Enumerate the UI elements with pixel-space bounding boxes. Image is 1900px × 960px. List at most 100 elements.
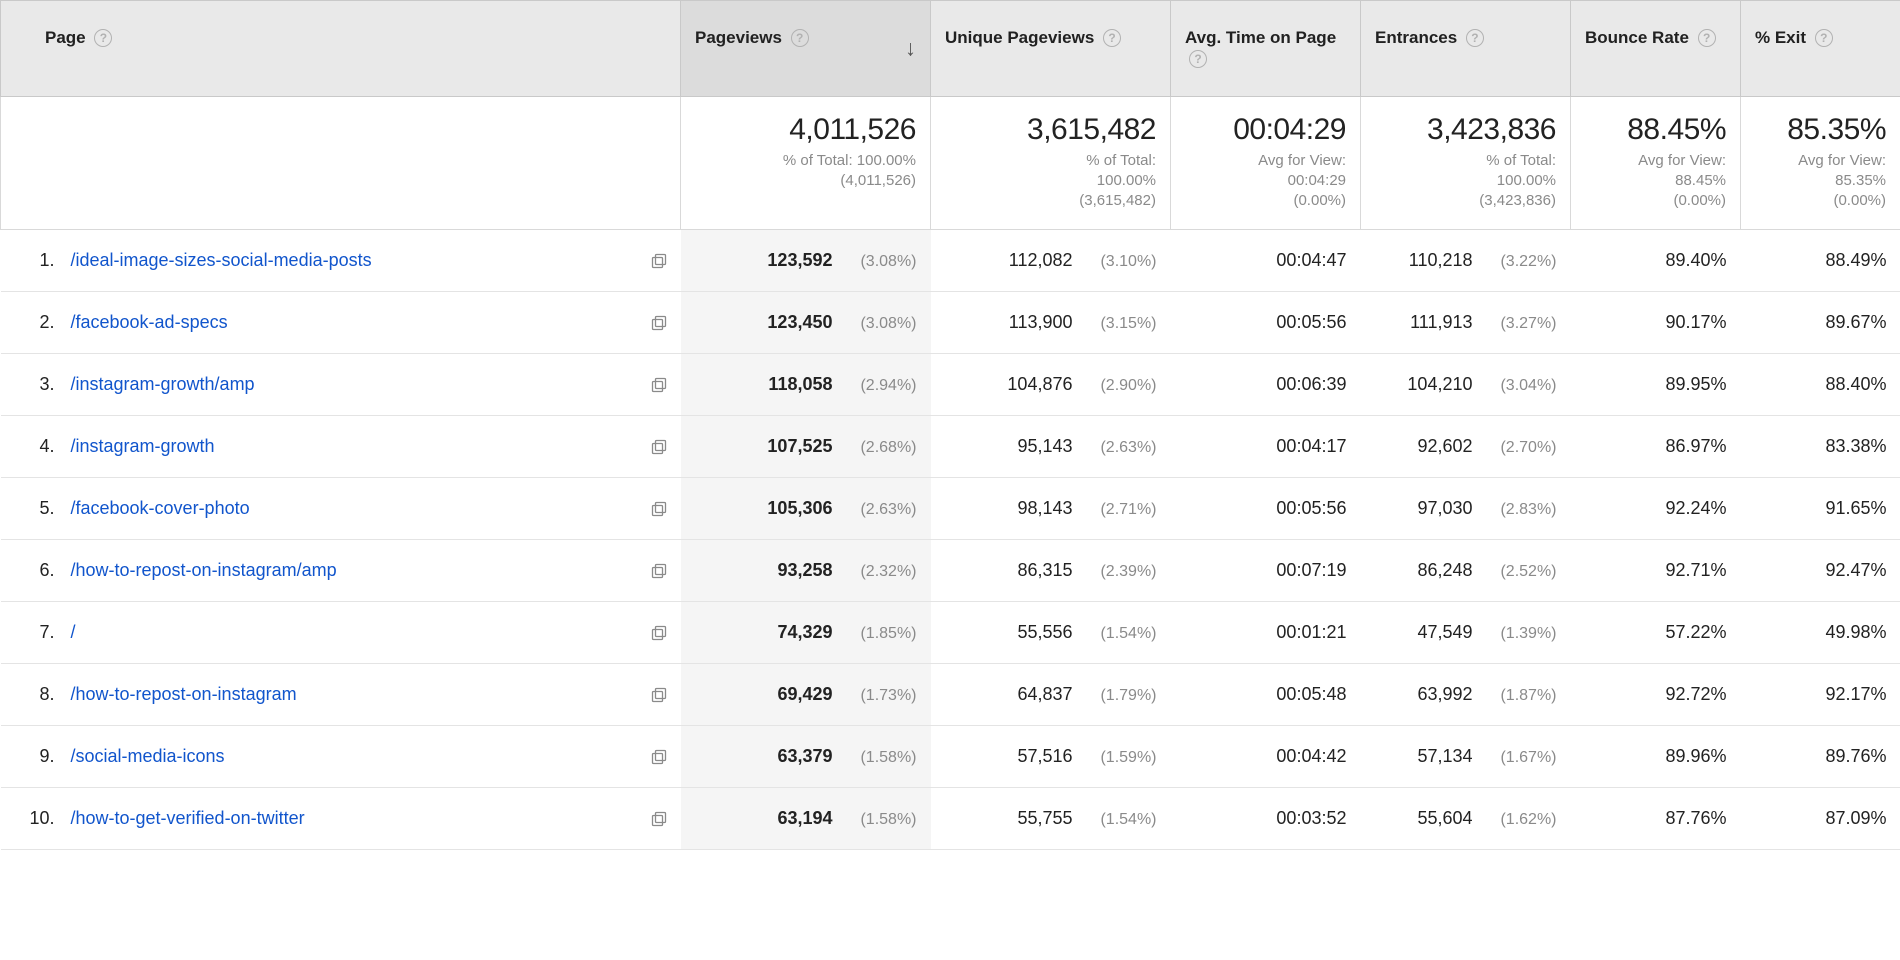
pageviews-cell: 74,329(1.85%): [681, 602, 931, 664]
avg-time-value: 00:01:21: [1276, 622, 1346, 642]
unique-pageviews-pct: (2.90%): [1083, 377, 1157, 395]
pct-exit-value: 89.76%: [1825, 746, 1886, 766]
page-path-link[interactable]: /instagram-growth/amp: [71, 374, 255, 395]
bounce-rate-cell: 92.24%: [1571, 478, 1741, 540]
entrances-pct: (3.27%): [1483, 315, 1557, 333]
avg-time-value: 00:06:39: [1276, 374, 1346, 394]
unique-pageviews-cell: 55,755(1.54%): [931, 788, 1171, 850]
page-path-link[interactable]: /social-media-icons: [71, 746, 225, 767]
entrances-cell: 110,218(3.22%): [1361, 230, 1571, 292]
bounce-rate-value: 87.76%: [1665, 808, 1726, 828]
help-icon[interactable]: ?: [791, 29, 809, 47]
table-row: 1./ideal-image-sizes-social-media-posts1…: [1, 230, 1900, 292]
open-in-new-icon[interactable]: [651, 749, 667, 765]
help-icon[interactable]: ?: [1815, 29, 1833, 47]
help-icon[interactable]: ?: [1189, 50, 1207, 68]
open-in-new-icon[interactable]: [651, 377, 667, 393]
entrances-value: 104,210: [1407, 374, 1472, 394]
page-path-link[interactable]: /how-to-repost-on-instagram: [71, 684, 297, 705]
table-header-row: Page ? Pageviews ? ↓ Unique Pageviews ? …: [1, 1, 1900, 97]
avg-time-value: 00:05:56: [1276, 498, 1346, 518]
pct-exit-cell: 89.67%: [1741, 292, 1900, 354]
page-cell: /instagram-growth/amp: [61, 354, 681, 416]
pageviews-pct: (3.08%): [843, 253, 917, 271]
col-header-pageviews[interactable]: Pageviews ? ↓: [681, 1, 931, 97]
entrances-value: 97,030: [1417, 498, 1472, 518]
pageviews-pct: (1.73%): [843, 687, 917, 705]
pageviews-value: 63,379: [777, 746, 832, 766]
page-path-link[interactable]: /facebook-ad-specs: [71, 312, 228, 333]
page-path-link[interactable]: /facebook-cover-photo: [71, 498, 250, 519]
page-path-link[interactable]: /: [71, 622, 76, 643]
help-icon[interactable]: ?: [1698, 29, 1716, 47]
page-path-link[interactable]: /ideal-image-sizes-social-media-posts: [71, 250, 372, 271]
entrances-pct: (1.62%): [1483, 811, 1557, 829]
row-index: 10.: [1, 788, 61, 850]
row-index: 5.: [1, 478, 61, 540]
bounce-rate-cell: 90.17%: [1571, 292, 1741, 354]
open-in-new-icon[interactable]: [651, 563, 667, 579]
unique-pageviews-value: 95,143: [1017, 436, 1072, 456]
avg-time-cell: 00:04:47: [1171, 230, 1361, 292]
pct-exit-cell: 89.76%: [1741, 726, 1900, 788]
entrances-pct: (1.39%): [1483, 625, 1557, 643]
open-in-new-icon[interactable]: [651, 501, 667, 517]
help-icon[interactable]: ?: [1103, 29, 1121, 47]
avg-time-value: 00:04:17: [1276, 436, 1346, 456]
entrances-value: 111,913: [1410, 312, 1472, 332]
row-index: 7.: [1, 602, 61, 664]
bounce-rate-cell: 89.96%: [1571, 726, 1741, 788]
unique-pageviews-cell: 55,556(1.54%): [931, 602, 1171, 664]
page-path-link[interactable]: /how-to-repost-on-instagram/amp: [71, 560, 337, 581]
open-in-new-icon[interactable]: [651, 625, 667, 641]
open-in-new-icon[interactable]: [651, 811, 667, 827]
open-in-new-icon[interactable]: [651, 253, 667, 269]
open-in-new-icon[interactable]: [651, 687, 667, 703]
pct-exit-value: 88.40%: [1825, 374, 1886, 394]
pageviews-value: 105,306: [767, 498, 832, 518]
col-header-bounce-rate[interactable]: Bounce Rate ?: [1571, 1, 1741, 97]
bounce-rate-value: 86.97%: [1665, 436, 1726, 456]
unique-pageviews-cell: 95,143(2.63%): [931, 416, 1171, 478]
col-header-pct-exit[interactable]: % Exit ?: [1741, 1, 1900, 97]
entrances-cell: 57,134(1.67%): [1361, 726, 1571, 788]
col-header-page[interactable]: Page ?: [1, 1, 681, 97]
totals-entrances-value: 3,423,836: [1375, 113, 1556, 147]
pageviews-cell: 63,194(1.58%): [681, 788, 931, 850]
pct-exit-value: 92.47%: [1825, 560, 1886, 580]
pct-exit-cell: 91.65%: [1741, 478, 1900, 540]
pageviews-cell: 105,306(2.63%): [681, 478, 931, 540]
col-header-entrances[interactable]: Entrances ?: [1361, 1, 1571, 97]
totals-avg-time: 00:04:29 Avg for View: 00:04:29 (0.00%): [1171, 96, 1361, 230]
pageviews-pct: (3.08%): [843, 315, 917, 333]
help-icon[interactable]: ?: [94, 29, 112, 47]
bounce-rate-cell: 87.76%: [1571, 788, 1741, 850]
page-path-link[interactable]: /instagram-growth: [71, 436, 215, 457]
pageviews-value: 93,258: [777, 560, 832, 580]
analytics-pages-report: Page ? Pageviews ? ↓ Unique Pageviews ? …: [0, 0, 1900, 850]
unique-pageviews-pct: (2.71%): [1083, 501, 1157, 519]
unique-pageviews-cell: 86,315(2.39%): [931, 540, 1171, 602]
open-in-new-icon[interactable]: [651, 315, 667, 331]
avg-time-cell: 00:05:48: [1171, 664, 1361, 726]
unique-pageviews-pct: (1.54%): [1083, 625, 1157, 643]
page-cell: /how-to-get-verified-on-twitter: [61, 788, 681, 850]
totals-unique-pageviews-value: 3,615,482: [945, 113, 1156, 147]
bounce-rate-value: 92.24%: [1665, 498, 1726, 518]
col-header-avg-time[interactable]: Avg. Time on Page ?: [1171, 1, 1361, 97]
unique-pageviews-cell: 112,082(3.10%): [931, 230, 1171, 292]
avg-time-cell: 00:04:42: [1171, 726, 1361, 788]
entrances-cell: 92,602(2.70%): [1361, 416, 1571, 478]
help-icon[interactable]: ?: [1466, 29, 1484, 47]
open-in-new-icon[interactable]: [651, 439, 667, 455]
pageviews-value: 63,194: [777, 808, 832, 828]
totals-avg-time-value: 00:04:29: [1185, 113, 1346, 147]
bounce-rate-cell: 92.71%: [1571, 540, 1741, 602]
pageviews-cell: 123,450 (3.08%): [681, 292, 931, 354]
pageviews-value: 123,450: [767, 312, 832, 332]
avg-time-value: 00:07:19: [1276, 560, 1346, 580]
row-index: 9.: [1, 726, 61, 788]
page-path-link[interactable]: /how-to-get-verified-on-twitter: [71, 808, 305, 829]
col-header-unique-pageviews[interactable]: Unique Pageviews ?: [931, 1, 1171, 97]
bounce-rate-cell: 86.97%: [1571, 416, 1741, 478]
